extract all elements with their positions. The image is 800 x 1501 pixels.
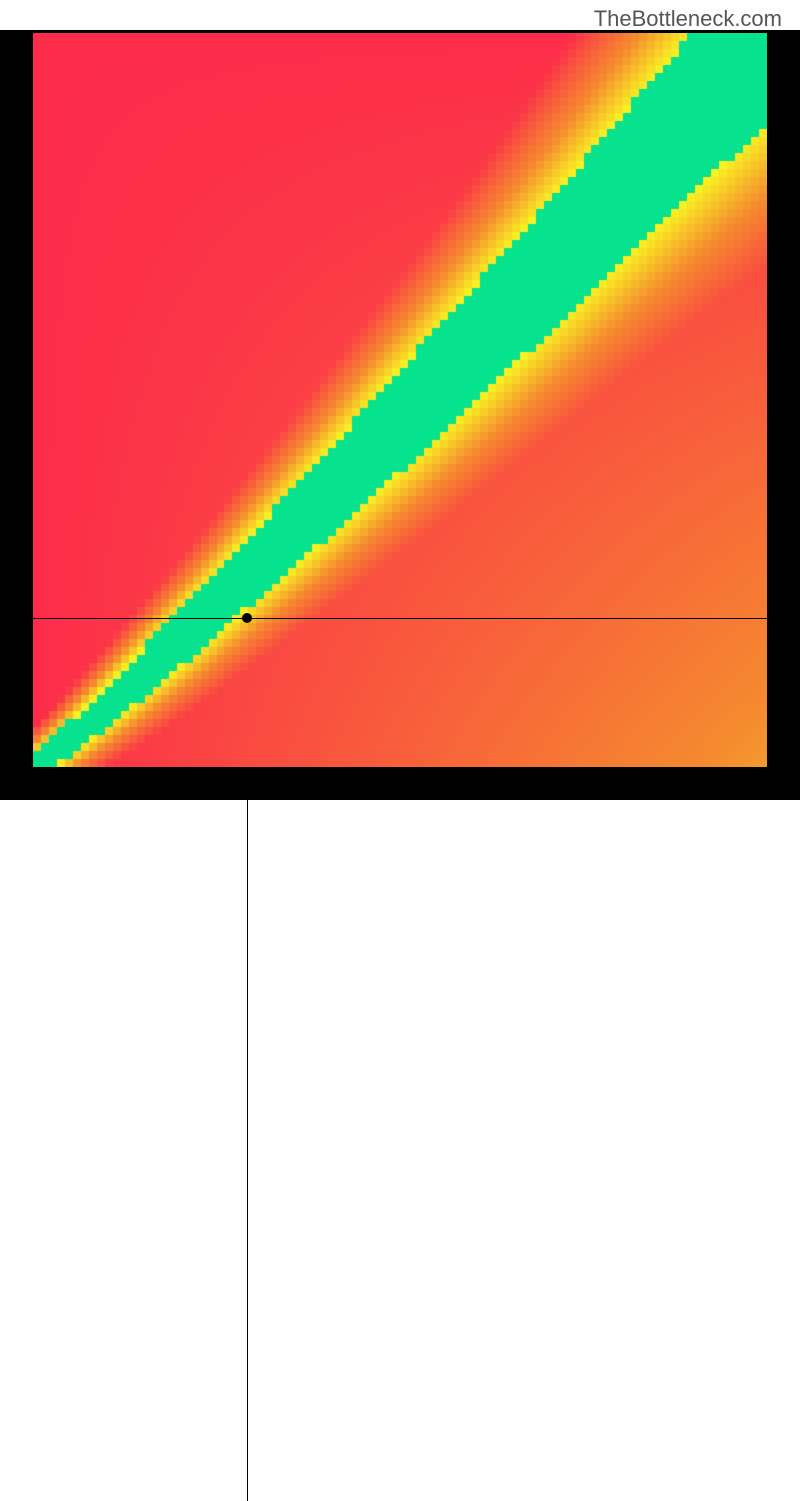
chart-container: TheBottleneck.com [0,0,800,800]
chart-frame [0,30,800,800]
crosshair-horizontal [33,618,767,619]
watermark-text: TheBottleneck.com [594,6,782,32]
crosshair-vertical [247,767,248,1501]
heatmap-canvas [33,33,767,767]
crosshair-dot [242,613,252,623]
heatmap-area [33,33,767,767]
